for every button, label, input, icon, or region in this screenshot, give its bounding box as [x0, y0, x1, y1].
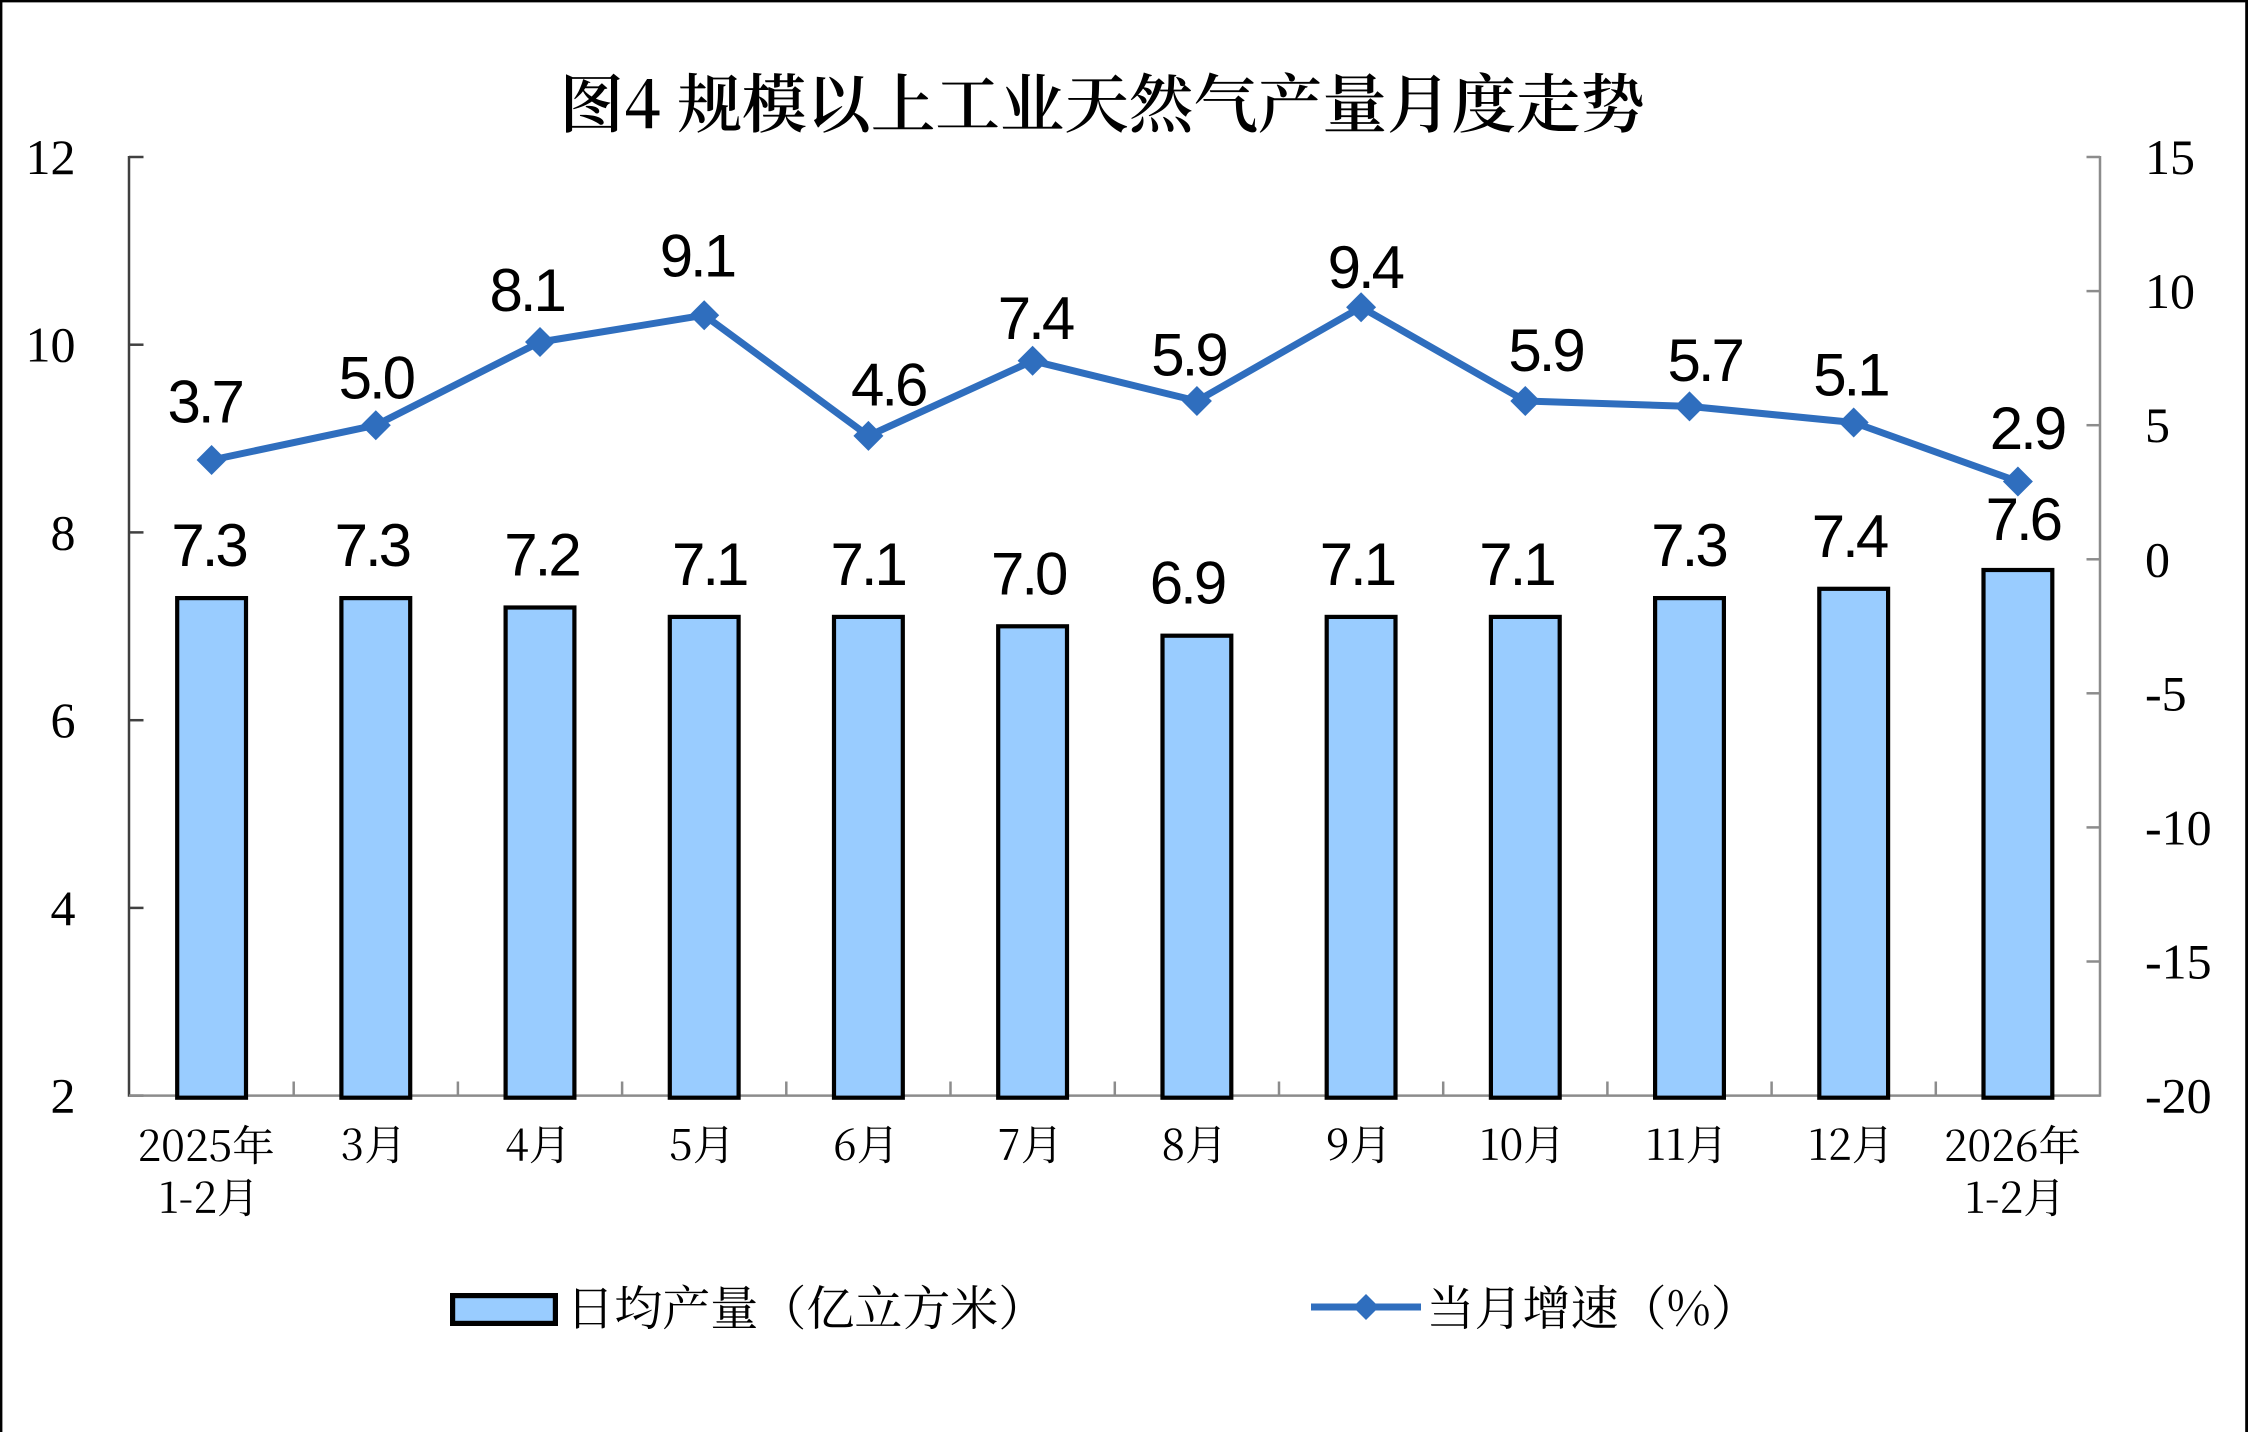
svg-text:2.9: 2.9: [1990, 395, 2065, 462]
svg-text:4: 4: [51, 880, 76, 936]
svg-text:0: 0: [2145, 531, 2170, 587]
svg-text:5: 5: [2145, 397, 2170, 453]
svg-text:7.3: 7.3: [171, 512, 246, 579]
svg-text:10: 10: [26, 317, 76, 373]
svg-text:4.6: 4.6: [851, 352, 926, 419]
svg-text:7.3: 7.3: [1651, 512, 1726, 579]
svg-text:8.1: 8.1: [489, 257, 564, 324]
svg-text:9.4: 9.4: [1328, 234, 1404, 301]
svg-text:7.1: 7.1: [1479, 531, 1554, 598]
svg-text:7.1: 7.1: [672, 531, 747, 598]
svg-text:-20: -20: [2145, 1068, 2212, 1124]
svg-text:7.3: 7.3: [335, 512, 410, 579]
svg-text:7.4: 7.4: [1812, 503, 1888, 570]
svg-text:6: 6: [51, 692, 76, 748]
svg-text:7.1: 7.1: [830, 531, 905, 598]
svg-text:5.9: 5.9: [1151, 322, 1226, 389]
svg-text:7.0: 7.0: [991, 540, 1067, 607]
svg-text:-10: -10: [2145, 799, 2212, 855]
svg-text:5.7: 5.7: [1667, 327, 1742, 394]
svg-text:7.6: 7.6: [1986, 486, 2061, 553]
svg-text:3.7: 3.7: [167, 369, 242, 436]
svg-text:6.9: 6.9: [1150, 550, 1225, 617]
svg-text:15: 15: [2145, 129, 2195, 185]
svg-text:10: 10: [2145, 263, 2195, 319]
svg-text:-5: -5: [2145, 665, 2187, 721]
svg-text:7.4: 7.4: [998, 285, 1074, 352]
svg-text:2: 2: [51, 1068, 76, 1124]
svg-text:9.1: 9.1: [660, 223, 735, 290]
svg-text:5.1: 5.1: [1813, 342, 1888, 409]
svg-text:8: 8: [51, 504, 76, 560]
svg-text:12: 12: [26, 129, 76, 185]
svg-text:7.2: 7.2: [504, 522, 579, 589]
svg-text:7.1: 7.1: [1320, 531, 1395, 598]
svg-text:5.0: 5.0: [339, 344, 415, 411]
svg-text:5.9: 5.9: [1508, 317, 1583, 384]
svg-text:-15: -15: [2145, 934, 2212, 990]
